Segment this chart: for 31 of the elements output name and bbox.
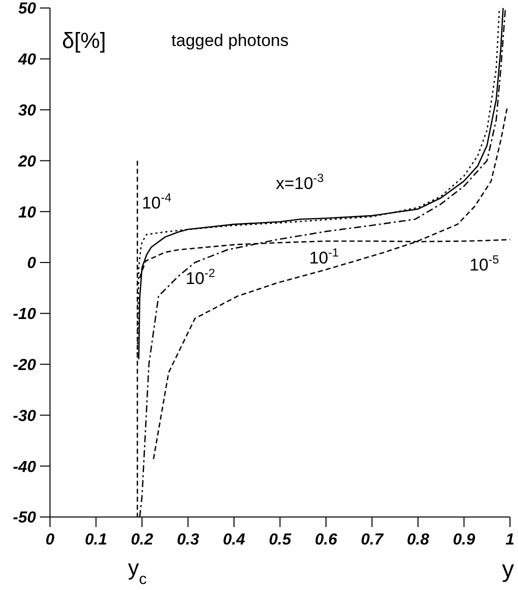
y-axis-title: δ[%] <box>62 28 106 53</box>
annotation: 10$^{-4}$ <box>142 190 172 213</box>
annotation: 10$^{-5}$ <box>469 252 500 275</box>
x-tick-label: 0.7 <box>360 531 384 548</box>
x-tick-label: 0.6 <box>314 531 338 548</box>
y-tick-label: -40 <box>12 458 36 476</box>
y-tick-label: 10 <box>18 204 36 222</box>
x-tick-label: 0.5 <box>268 531 292 548</box>
y-tick-label: 20 <box>17 153 36 170</box>
x-tick-label: 0.8 <box>406 531 430 548</box>
y-tick-label: -20 <box>12 356 36 374</box>
y-tick-label: 0 <box>27 255 36 272</box>
x-tick-label: 1 <box>506 531 515 548</box>
x-tick-label: 0.4 <box>222 531 246 548</box>
x-axis-title: y <box>502 556 514 583</box>
y-tick-label: 40 <box>17 52 36 69</box>
annotation: 10$^{-1}$ <box>309 246 340 268</box>
y-tick-label: 50 <box>18 0 36 18</box>
x-tick-label: 0.2 <box>130 531 154 548</box>
x-tick-label: 0.9 <box>452 531 476 548</box>
annotation: x=10$^{-3}$ <box>276 171 324 194</box>
y-tick-label: -30 <box>12 408 36 425</box>
x-tick-label: 0.1 <box>84 531 108 548</box>
x-tick-label: 0.3 <box>176 531 200 548</box>
y-tick-label: -10 <box>12 306 36 324</box>
annotation: y$_{c}$ <box>128 555 148 588</box>
x-tick-label: 0 <box>46 531 55 548</box>
annotation: 10$^{-2}$ <box>186 266 216 288</box>
text: tagged photons <box>171 31 289 50</box>
y-tick-label: -50 <box>12 510 36 527</box>
y-tick-label: 30 <box>18 102 36 120</box>
